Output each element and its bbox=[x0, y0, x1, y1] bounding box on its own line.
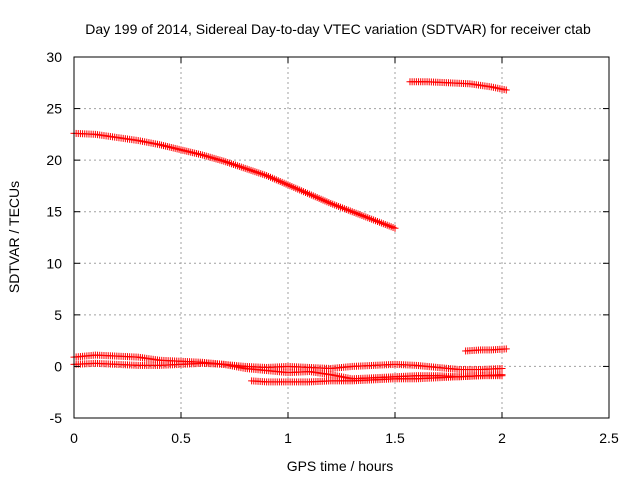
data-marker bbox=[206, 153, 214, 161]
data-marker bbox=[218, 157, 226, 165]
x-tick-label: 1.5 bbox=[385, 430, 405, 446]
y-tick-label: 25 bbox=[46, 101, 62, 117]
chart-title: Day 199 of 2014, Sidereal Day-to-day VTE… bbox=[85, 21, 591, 37]
y-tick-label: -5 bbox=[50, 410, 63, 426]
x-tick-label: 2 bbox=[498, 430, 506, 446]
data-marker bbox=[200, 152, 208, 160]
data-point bbox=[502, 86, 510, 94]
axis-ticks: 0 0.5 1 1.5 2 2.5 -5 0 5 10 15 20 25 30 bbox=[46, 49, 619, 446]
x-tick-label: 0.5 bbox=[171, 430, 191, 446]
data-marker bbox=[212, 155, 220, 163]
data-marker bbox=[216, 156, 224, 164]
data-marker bbox=[210, 154, 218, 162]
y-tick-label: 0 bbox=[54, 358, 62, 374]
y-tick-label: 10 bbox=[46, 255, 62, 271]
y-tick-label: 5 bbox=[54, 307, 62, 323]
y-tick-label: 20 bbox=[46, 152, 62, 168]
data-marker bbox=[214, 155, 222, 163]
data-point bbox=[391, 224, 399, 232]
data-point bbox=[198, 151, 206, 159]
grid-lines bbox=[74, 57, 609, 418]
data-point bbox=[498, 372, 506, 380]
data-point bbox=[502, 345, 510, 353]
x-axis-label: GPS time / hours bbox=[287, 458, 394, 474]
data-marker bbox=[202, 152, 210, 160]
y-axis-label: SDTVAR / TECUs bbox=[6, 181, 22, 293]
x-tick-label: 2.5 bbox=[599, 430, 619, 446]
data-point bbox=[498, 364, 506, 372]
data-marker bbox=[204, 153, 212, 161]
x-tick-label: 0 bbox=[70, 430, 78, 446]
x-tick-label: 1 bbox=[284, 430, 292, 446]
data-marks bbox=[70, 78, 510, 386]
y-tick-label: 30 bbox=[46, 49, 62, 65]
plot-frame bbox=[73, 56, 610, 419]
y-tick-label: 15 bbox=[46, 204, 62, 220]
